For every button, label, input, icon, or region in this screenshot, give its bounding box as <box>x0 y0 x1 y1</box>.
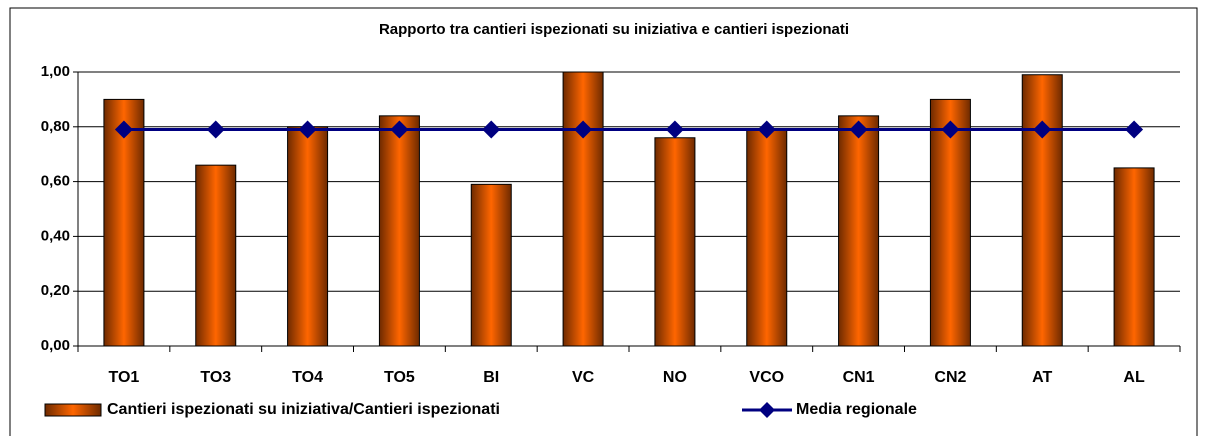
y-tick-label: 0,00 <box>41 337 70 354</box>
bar <box>562 71 604 347</box>
x-tick-label: VCO <box>749 369 784 386</box>
x-tick-label: AT <box>1032 369 1052 386</box>
x-tick-label: TO3 <box>200 369 231 386</box>
bar <box>378 115 420 347</box>
bar <box>746 129 788 347</box>
x-tick-label: TO5 <box>384 369 415 386</box>
bar <box>838 115 880 347</box>
line-marker <box>665 120 684 139</box>
x-tick-label: NO <box>663 369 687 386</box>
y-tick-label: 0,40 <box>41 227 70 244</box>
bar <box>1113 167 1155 347</box>
x-tick-label: CN1 <box>843 369 875 386</box>
legend-swatch <box>44 403 102 417</box>
line-marker <box>941 120 960 139</box>
line-marker <box>849 120 868 139</box>
bar <box>654 137 696 347</box>
line-marker <box>298 120 317 139</box>
x-tick-label: BI <box>483 369 499 386</box>
x-tick-label: AL <box>1123 369 1145 386</box>
bar <box>929 98 971 347</box>
line-marker <box>757 120 776 139</box>
legend-marker <box>759 402 775 418</box>
bar <box>195 164 237 347</box>
line-marker <box>114 120 133 139</box>
x-tick-label: CN2 <box>934 369 966 386</box>
legend-label: Cantieri ispezionati su iniziativa/Canti… <box>107 401 500 418</box>
bar <box>1021 74 1063 347</box>
y-tick-label: 0,60 <box>41 173 70 190</box>
line-marker <box>574 120 593 139</box>
legend-label: Media regionale <box>796 401 917 418</box>
x-tick-label: TO1 <box>109 369 140 386</box>
y-tick-label: 0,20 <box>41 282 70 299</box>
line-marker <box>390 120 409 139</box>
line-marker <box>206 120 225 139</box>
line-marker <box>482 120 501 139</box>
x-tick-label: TO4 <box>292 369 323 386</box>
chart-title: Rapporto tra cantieri ispezionati su ini… <box>379 21 849 38</box>
x-tick-label: VC <box>572 369 595 386</box>
bar <box>103 98 145 347</box>
bar <box>470 183 512 347</box>
bar <box>287 126 329 347</box>
y-tick-label: 0,80 <box>41 118 70 135</box>
y-tick-label: 1,00 <box>41 63 70 80</box>
line-marker <box>1033 120 1052 139</box>
line-marker <box>1125 120 1144 139</box>
